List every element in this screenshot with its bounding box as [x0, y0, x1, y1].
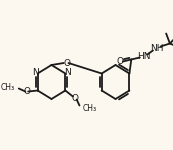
Text: CH₃: CH₃ [1, 83, 15, 92]
Text: N: N [32, 68, 39, 77]
Text: O: O [71, 94, 78, 103]
Text: HN: HN [137, 52, 150, 61]
Text: O: O [24, 87, 31, 96]
Text: O: O [116, 57, 124, 66]
Text: NH: NH [150, 44, 163, 53]
Text: O: O [63, 58, 70, 68]
Text: CH₃: CH₃ [82, 104, 96, 113]
Text: N: N [64, 68, 71, 77]
